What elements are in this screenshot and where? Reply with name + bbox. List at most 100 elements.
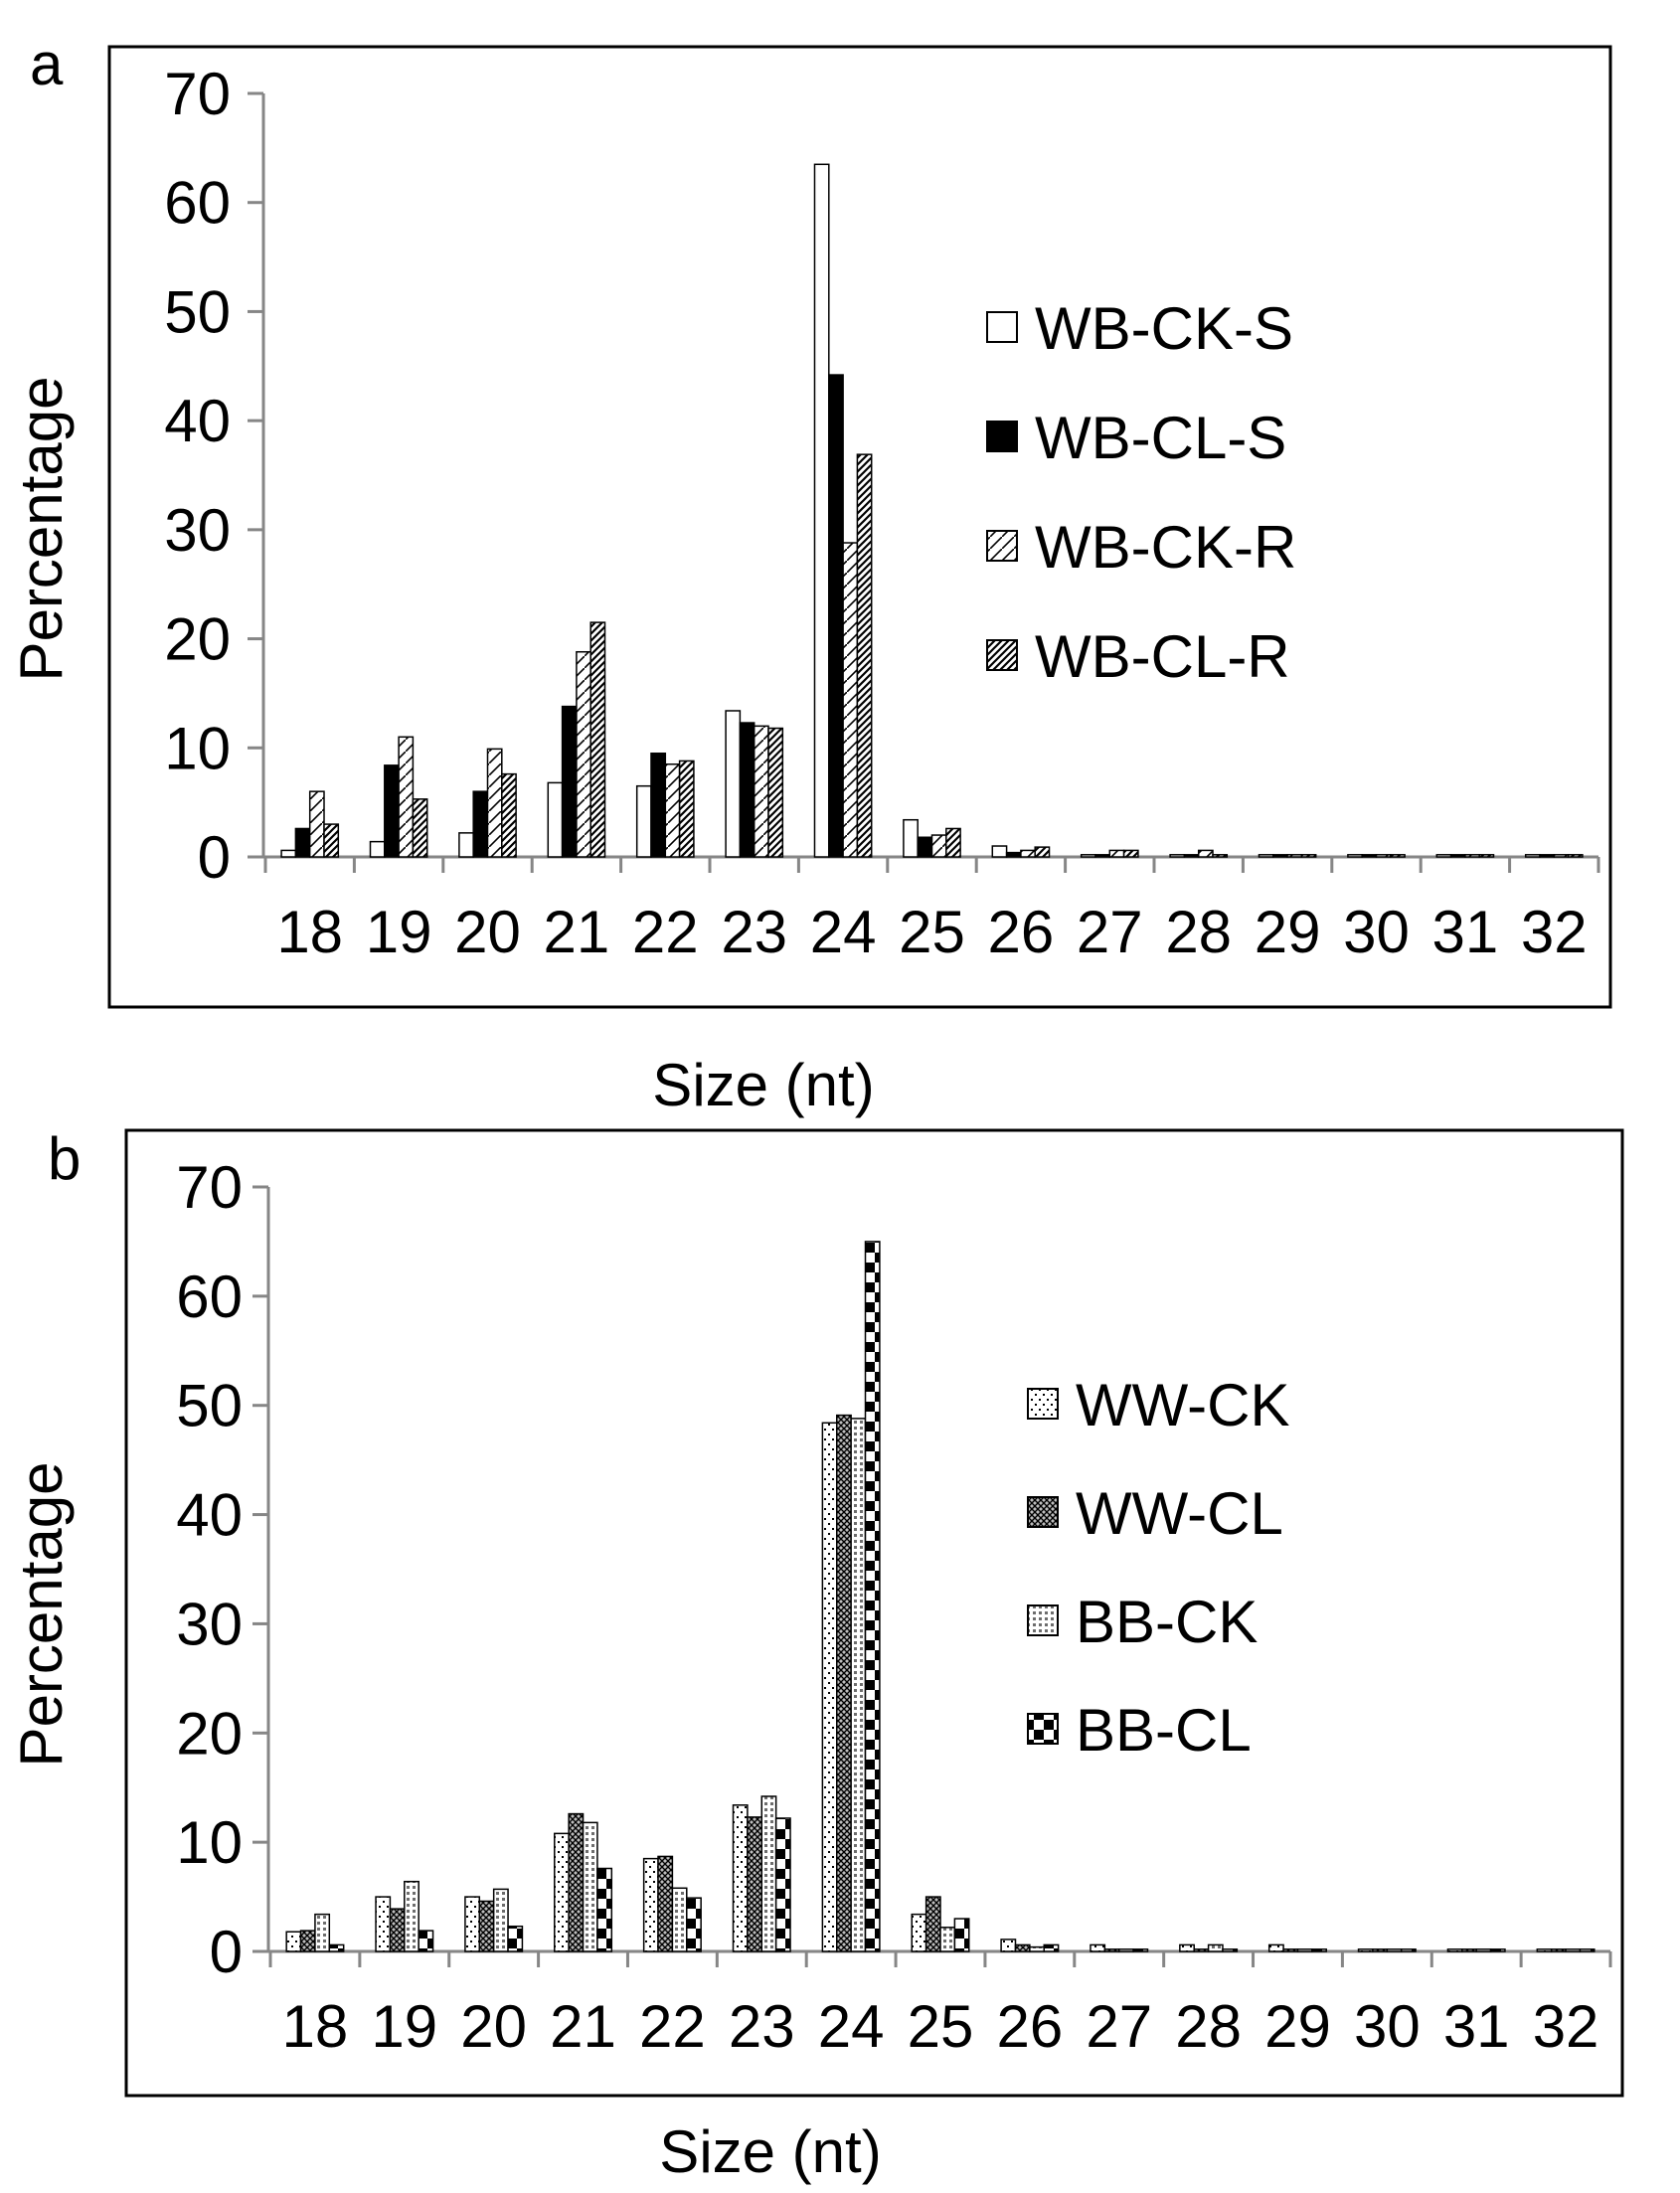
panel-a-bar-WB-CL-R-23 bbox=[767, 727, 784, 858]
panel-a-bar-WB-CK-R-31 bbox=[1464, 854, 1480, 858]
panel-b-y-tick-label: 50 bbox=[176, 1373, 243, 1439]
panel-a-plot: 0 10 20 30 40 50 60 70 18 19 20 21 22 23 24 25 26 27 28 29 3… bbox=[164, 61, 1600, 965]
panel-a-bar-WB-CL-S-26 bbox=[1005, 851, 1022, 858]
panel-b-bar-BB-CL-19 bbox=[418, 1930, 434, 1952]
panel-a-x-tick-label: 28 bbox=[1165, 899, 1232, 965]
panel-b: b 0 10 20 30 40 50 60 70 18 19 20 21 22 23 24 25 26 27 28 2… bbox=[8, 1125, 1624, 2185]
panel-b-bar-WW-CL-29 bbox=[1282, 1948, 1299, 1952]
panel-a-bar-WB-CL-S-24 bbox=[828, 374, 844, 858]
panel-b-x-tick-label: 24 bbox=[818, 1993, 885, 2060]
panel-a-bar-WB-CK-S-27 bbox=[1080, 854, 1096, 858]
panel-b-legend-swatch bbox=[1027, 1604, 1059, 1636]
panel-a-legend-swatch bbox=[986, 421, 1018, 452]
panel-b-bar-BB-CL-24 bbox=[864, 1241, 881, 1952]
panel-b-bar-WW-CL-25 bbox=[924, 1896, 941, 1952]
panel-b-x-tick-label: 25 bbox=[908, 1993, 974, 2060]
panel-b-frame bbox=[124, 1128, 1624, 2098]
panel-a-bar-WB-CL-R-24 bbox=[856, 453, 873, 858]
panel-a-x-axis-title: Size (nt) bbox=[652, 1052, 874, 1118]
panel-a-legend-label: WB-CL-R bbox=[1035, 623, 1290, 690]
panel-b-bar-WW-CK-19 bbox=[375, 1896, 392, 1952]
panel-a-bar-WB-CL-R-26 bbox=[1034, 846, 1051, 858]
panel-a-y-tick-label: 70 bbox=[164, 61, 231, 127]
panel-b-plot: 0 10 20 30 40 50 60 70 18 19 20 21 22 23 24 25 26 27 28 29 3… bbox=[176, 1154, 1612, 2060]
panel-a-bar-WB-CK-S-18 bbox=[280, 849, 297, 858]
panel-a-x-tick-label: 29 bbox=[1255, 899, 1321, 965]
panel-a-bar-WB-CK-R-23 bbox=[753, 725, 769, 858]
panel-a-bar-WB-CL-S-30 bbox=[1361, 854, 1378, 858]
panel-a-bar-WB-CK-R-30 bbox=[1375, 854, 1392, 858]
panel-b-bar-WW-CL-23 bbox=[747, 1816, 763, 1952]
panel-a-x-tick-label: 26 bbox=[988, 899, 1055, 965]
panel-b-legend-swatch bbox=[1027, 1713, 1059, 1745]
panel-b-bar-WW-CL-30 bbox=[1372, 1948, 1389, 1952]
panel-b-legend-label: BB-CK bbox=[1076, 1589, 1258, 1655]
panel-a: a 0 10 20 30 40 50 60 70 18 19 20 21 22 23 24 25 26 27 28 2… bbox=[8, 31, 1612, 1118]
panel-b-bar-BB-CK-27 bbox=[1117, 1948, 1134, 1952]
panel-a-bar-WB-CL-S-31 bbox=[1449, 854, 1466, 858]
panel-b-x-tick-label: 22 bbox=[639, 1993, 706, 2060]
panel-a-legend-label: WB-CL-S bbox=[1035, 405, 1286, 471]
panel-a-y-tick-label: 10 bbox=[164, 715, 231, 781]
panel-a-bar-WB-CL-S-27 bbox=[1094, 854, 1111, 858]
panel-b-bar-WW-CK-28 bbox=[1179, 1943, 1195, 1952]
panel-b-bar-WW-CK-29 bbox=[1267, 1943, 1284, 1952]
panel-b-bar-BB-CK-26 bbox=[1029, 1945, 1045, 1952]
panel-b-x-tick-label: 21 bbox=[550, 1993, 616, 2060]
panel-b-bar-BB-CK-29 bbox=[1296, 1948, 1313, 1952]
panel-b-bar-WW-CK-31 bbox=[1446, 1948, 1463, 1952]
panel-b-bar-BB-CK-18 bbox=[314, 1913, 331, 1952]
panel-a-bar-WB-CK-R-28 bbox=[1197, 849, 1214, 858]
panel-b-label: b bbox=[48, 1125, 81, 1192]
panel-b-bar-BB-CK-24 bbox=[850, 1418, 867, 1952]
panel-a-bar-WB-CL-R-30 bbox=[1390, 854, 1406, 858]
panel-a-x-tick-label: 19 bbox=[366, 899, 432, 965]
panel-a-bar-WB-CK-S-21 bbox=[547, 781, 564, 858]
panel-b-legend-swatch bbox=[1027, 1496, 1059, 1528]
panel-b-bar-WW-CK-18 bbox=[285, 1931, 302, 1952]
panel-a-bar-WB-CL-S-18 bbox=[294, 827, 311, 858]
panel-a-bar-WB-CL-R-19 bbox=[412, 798, 428, 858]
panel-b-bar-BB-CL-29 bbox=[1311, 1948, 1327, 1952]
panel-a-bar-WB-CL-S-23 bbox=[739, 722, 756, 858]
panel-a-bar-WB-CK-S-26 bbox=[991, 845, 1008, 858]
panel-a-x-tick-label: 25 bbox=[899, 899, 965, 965]
panel-a-frame bbox=[107, 45, 1612, 1009]
panel-b-bar-WW-CL-24 bbox=[836, 1414, 852, 1952]
panel-a-x-tick-label: 22 bbox=[632, 899, 699, 965]
panel-b-x-tick-label: 20 bbox=[460, 1993, 527, 2060]
panel-a-bar-WB-CL-R-21 bbox=[589, 621, 606, 858]
panel-b-x-tick-label: 27 bbox=[1086, 1993, 1152, 2060]
panel-b-bar-WW-CL-32 bbox=[1550, 1948, 1567, 1952]
panel-a-bar-WB-CK-S-31 bbox=[1435, 854, 1452, 858]
panel-a-bar-WB-CK-R-19 bbox=[398, 736, 415, 858]
panel-b-bar-WW-CL-27 bbox=[1103, 1948, 1120, 1952]
panel-a-bar-WB-CL-S-25 bbox=[917, 836, 933, 858]
panel-b-x-tick-label: 31 bbox=[1443, 1993, 1510, 2060]
panel-b-bar-BB-CK-23 bbox=[760, 1795, 777, 1952]
panel-b-y-tick-label: 0 bbox=[210, 1919, 243, 1985]
panel-a-y-tick-label: 50 bbox=[164, 278, 231, 345]
panel-a-bar-WB-CK-R-22 bbox=[664, 762, 681, 858]
panel-b-x-tick-label: 30 bbox=[1354, 1993, 1421, 2060]
panel-a-bar-WB-CK-S-19 bbox=[369, 840, 386, 858]
panel-a-y-tick-label: 60 bbox=[164, 170, 231, 237]
panel-b-bar-BB-CK-19 bbox=[404, 1880, 420, 1952]
panel-b-y-tick-label: 70 bbox=[176, 1154, 243, 1221]
panel-a-legend-label: WB-CK-R bbox=[1035, 514, 1296, 581]
panel-b-legend-swatch bbox=[1027, 1388, 1059, 1420]
panel-b-bar-WW-CL-26 bbox=[1014, 1943, 1031, 1952]
panel-a-bar-WB-CK-S-28 bbox=[1169, 854, 1186, 858]
panel-b-bar-WW-CL-28 bbox=[1193, 1948, 1210, 1952]
panel-b-bar-BB-CL-22 bbox=[686, 1897, 702, 1952]
panel-a-bar-WB-CL-R-25 bbox=[945, 827, 961, 858]
panel-b-bar-WW-CK-30 bbox=[1357, 1948, 1374, 1952]
panel-a-bar-WB-CL-R-18 bbox=[323, 823, 340, 858]
panel-b-bar-WW-CL-21 bbox=[568, 1812, 585, 1952]
panel-a-y-tick-label: 20 bbox=[164, 606, 231, 673]
panel-b-bar-BB-CL-31 bbox=[1489, 1948, 1506, 1952]
panel-a-bar-WB-CL-R-29 bbox=[1300, 854, 1317, 858]
panel-b-bar-BB-CK-25 bbox=[939, 1927, 956, 1952]
panel-a-y-tick-label: 40 bbox=[164, 388, 231, 454]
